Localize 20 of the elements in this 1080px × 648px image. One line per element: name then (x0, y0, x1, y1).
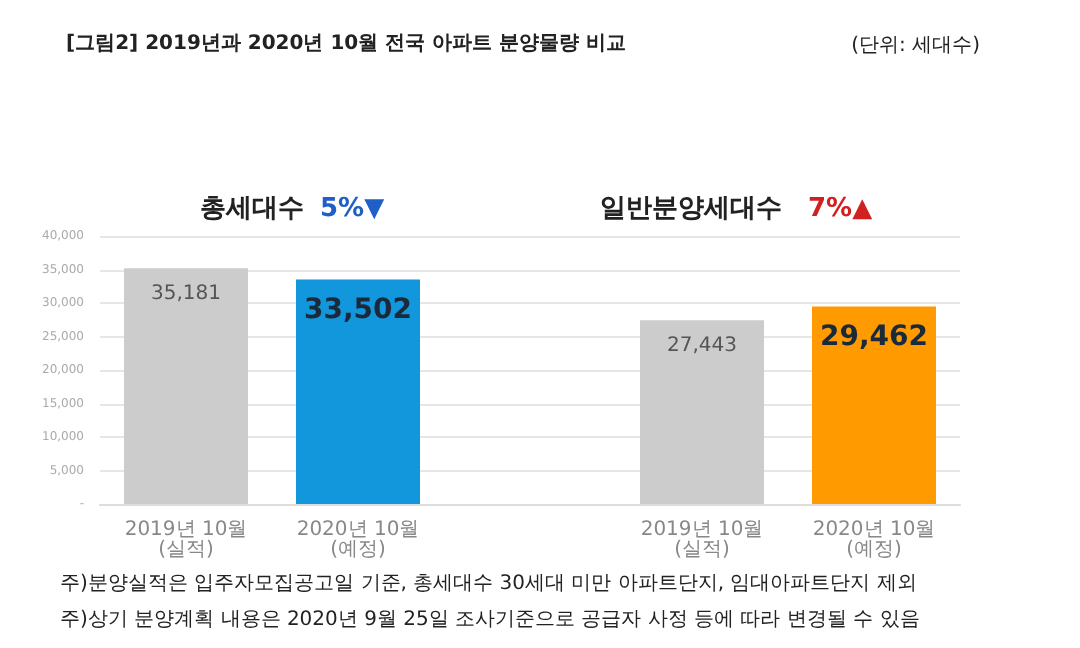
text: 총세대수 (200, 194, 304, 224)
data-label: 29,462 (819, 320, 929, 353)
bar (640, 320, 764, 504)
x-tick-label: 2020년 10월 (예정) (812, 519, 936, 561)
text: 주)분양실적은 입주자모집공고일 기준, 총세대수 30세대 미만 아파트단지, 임대아파트단지 제외 (60, 573, 917, 595)
text: 5%▼ (320, 194, 385, 224)
chart-title: [그림2] 2019년과 2020년 10월 전국 아파트 분양물량 비교 (66, 33, 627, 55)
x-tick-label: 2020년 10월 (예정) (296, 519, 420, 561)
data-label: 35,181 (151, 283, 221, 306)
data-label: 27,443 (667, 335, 737, 358)
text: 일반분양세대수 (600, 194, 782, 224)
text: 7%▲ (808, 194, 873, 224)
text: (단위: 세대수) (851, 35, 981, 57)
x-tick-label: 2019년 10월 (실적) (124, 519, 248, 561)
x-tick-label: 2019년 10월 (실적) (640, 519, 764, 561)
data-label: 33,502 (303, 293, 413, 326)
bar (296, 279, 420, 504)
bar (812, 306, 936, 504)
text: 주)상기 분양계획 내용은 2020년 9월 25일 조사기준으로 공급자 사정 등에 따라 변경될 수 있음 (60, 609, 920, 631)
bar (124, 268, 248, 504)
